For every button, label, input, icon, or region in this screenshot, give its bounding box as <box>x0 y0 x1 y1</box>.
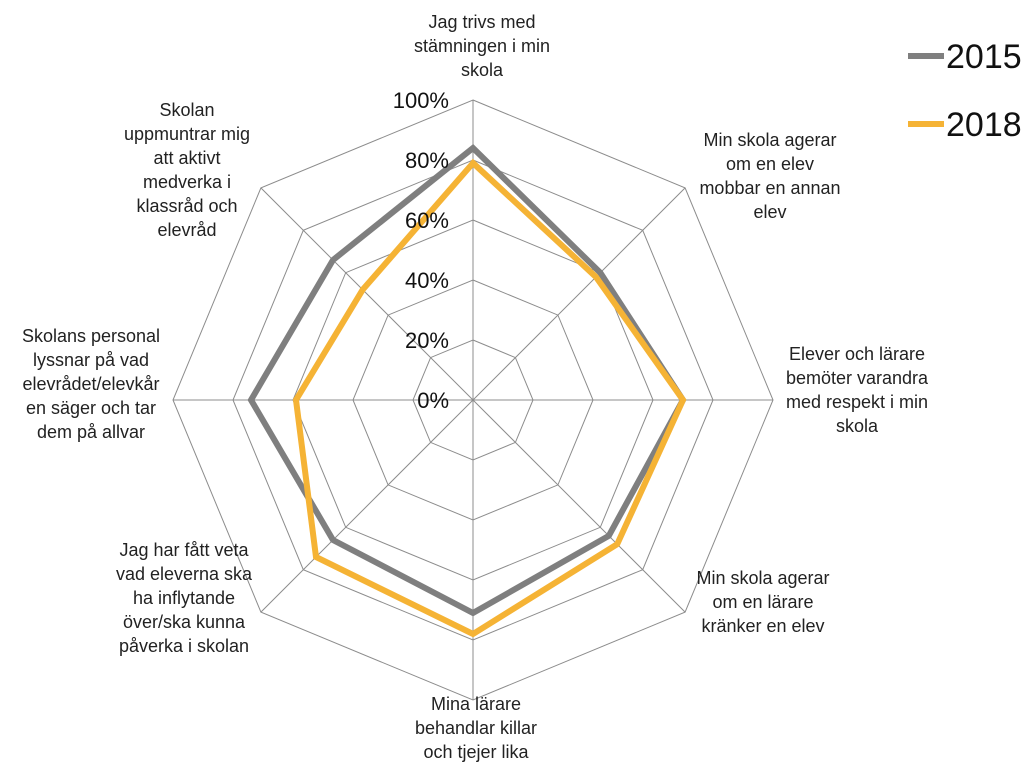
grid-spoke <box>472 187 686 401</box>
tick-label: 40% <box>405 268 449 293</box>
tick-label: 100% <box>393 88 449 113</box>
tick-label: 20% <box>405 328 449 353</box>
radar-series <box>247 143 687 638</box>
category-label: Skolans personal lyssnar på vad elevrådet/… <box>22 326 160 442</box>
legend-label: 2015 <box>946 38 1022 76</box>
category-labels: Jag trivs med stämningen i min skola Min sk… <box>22 12 929 762</box>
category-label: Skolan uppmuntrar mig att aktivt medverka i… <box>124 100 250 240</box>
category-label: Min skola agerar om en lärare kränker en e… <box>696 568 829 636</box>
tick-label: 60% <box>405 208 449 233</box>
category-label: Min skola agerar om en elev mobbar en anna… <box>699 130 840 222</box>
grid-spoke <box>472 399 686 613</box>
radial-tick-labels: 0% 20% 40% 60% 80% 100% <box>393 88 449 413</box>
series-line-2015 <box>247 143 687 617</box>
tick-label: 80% <box>405 148 449 173</box>
grid-spoke <box>260 187 474 401</box>
category-label: Mina lärare behandlar killar och tjejer li… <box>415 694 537 762</box>
category-label: Jag har fått veta vad eleverna ska ha infl… <box>116 540 253 656</box>
legend-label: 2018 <box>946 106 1022 144</box>
radar-grid <box>172 99 774 701</box>
category-label: Jag trivs med stämningen i min skola <box>414 12 550 80</box>
tick-label: 0% <box>417 388 449 413</box>
grid-spoke <box>260 399 474 613</box>
series-line-2018 <box>292 158 687 638</box>
legend: 2015 2018 <box>908 38 1022 144</box>
category-label: Elever och lärare bemöter varandra med res… <box>786 344 929 436</box>
